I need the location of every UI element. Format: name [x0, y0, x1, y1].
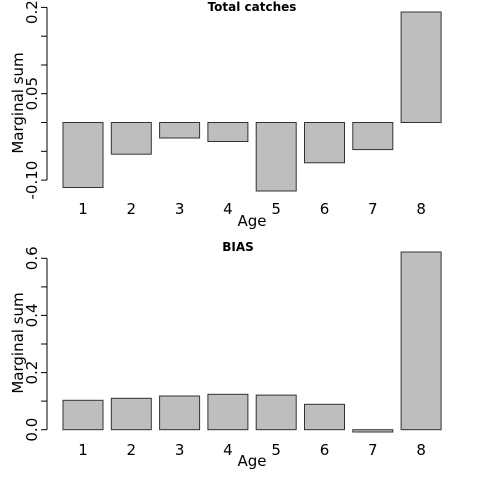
x-tick-label: 8	[416, 441, 426, 459]
y-axis: -0.10 0.05 0.20	[23, 0, 48, 200]
x-tick-label: 8	[416, 200, 426, 218]
y-tick-label: 0.6	[23, 246, 41, 270]
x-tick-label: 7	[368, 441, 378, 459]
x-tick-labels: 1 2 3 4 5 6 7 8	[78, 200, 426, 218]
x-tick-labels: 1 2 3 4 5 6 7 8	[78, 441, 426, 459]
panel-bias: BIAS 0.0 0.2 0.4 0.6 1 2 3 4 5 6 7 8 Age Marginal …	[9, 240, 442, 470]
x-tick-label: 2	[127, 441, 137, 459]
y-tick-label: 0.05	[23, 77, 41, 110]
bar-7	[352, 429, 394, 433]
bar-group	[62, 251, 442, 433]
bar-8	[400, 11, 442, 123]
x-tick-label: 7	[368, 200, 378, 218]
bar-7	[352, 122, 394, 151]
bar-8	[400, 251, 442, 431]
bar-3	[159, 122, 201, 139]
x-axis-label: Age	[237, 212, 266, 230]
y-tick-label: 0.4	[23, 303, 41, 327]
bar-4	[207, 393, 249, 431]
x-tick-label: 2	[127, 200, 137, 218]
chart-title: BIAS	[222, 240, 254, 254]
y-tick-label: 0.2	[23, 361, 41, 385]
bar-1	[62, 399, 104, 431]
x-tick-label: 5	[271, 441, 281, 459]
y-axis-label: Marginal sum	[9, 52, 27, 153]
x-tick-label: 1	[78, 200, 88, 218]
y-tick-label: -0.10	[23, 161, 41, 200]
x-tick-label: 6	[320, 441, 330, 459]
bar-4	[207, 122, 249, 142]
bar-2	[110, 397, 152, 431]
x-tick-label: 1	[78, 441, 88, 459]
bar-2	[110, 122, 152, 155]
chart-title: Total catches	[208, 0, 297, 14]
y-axis: 0.0 0.2 0.4 0.6	[23, 246, 48, 442]
y-axis-label: Marginal sum	[9, 292, 27, 393]
bar-3	[159, 395, 201, 431]
bar-1	[62, 122, 104, 188]
bar-5	[255, 122, 297, 192]
bar-6	[304, 122, 345, 164]
panel-total-catches: Total catches -0.10 0.05 0.20 1 2 3 4 5 6 7 8 Age…	[9, 0, 442, 230]
x-tick-label: 6	[320, 200, 330, 218]
bar-5	[255, 394, 297, 431]
x-tick-label: 4	[223, 441, 233, 459]
x-tick-label: 4	[223, 200, 233, 218]
x-tick-label: 5	[271, 200, 281, 218]
y-tick-label: 0.20	[23, 0, 41, 24]
x-tick-label: 3	[175, 200, 185, 218]
bar-6	[304, 403, 345, 431]
y-tick-label: 0.0	[23, 418, 41, 442]
x-axis-label: Age	[237, 452, 266, 470]
bar-group	[62, 11, 442, 192]
x-tick-label: 3	[175, 441, 185, 459]
